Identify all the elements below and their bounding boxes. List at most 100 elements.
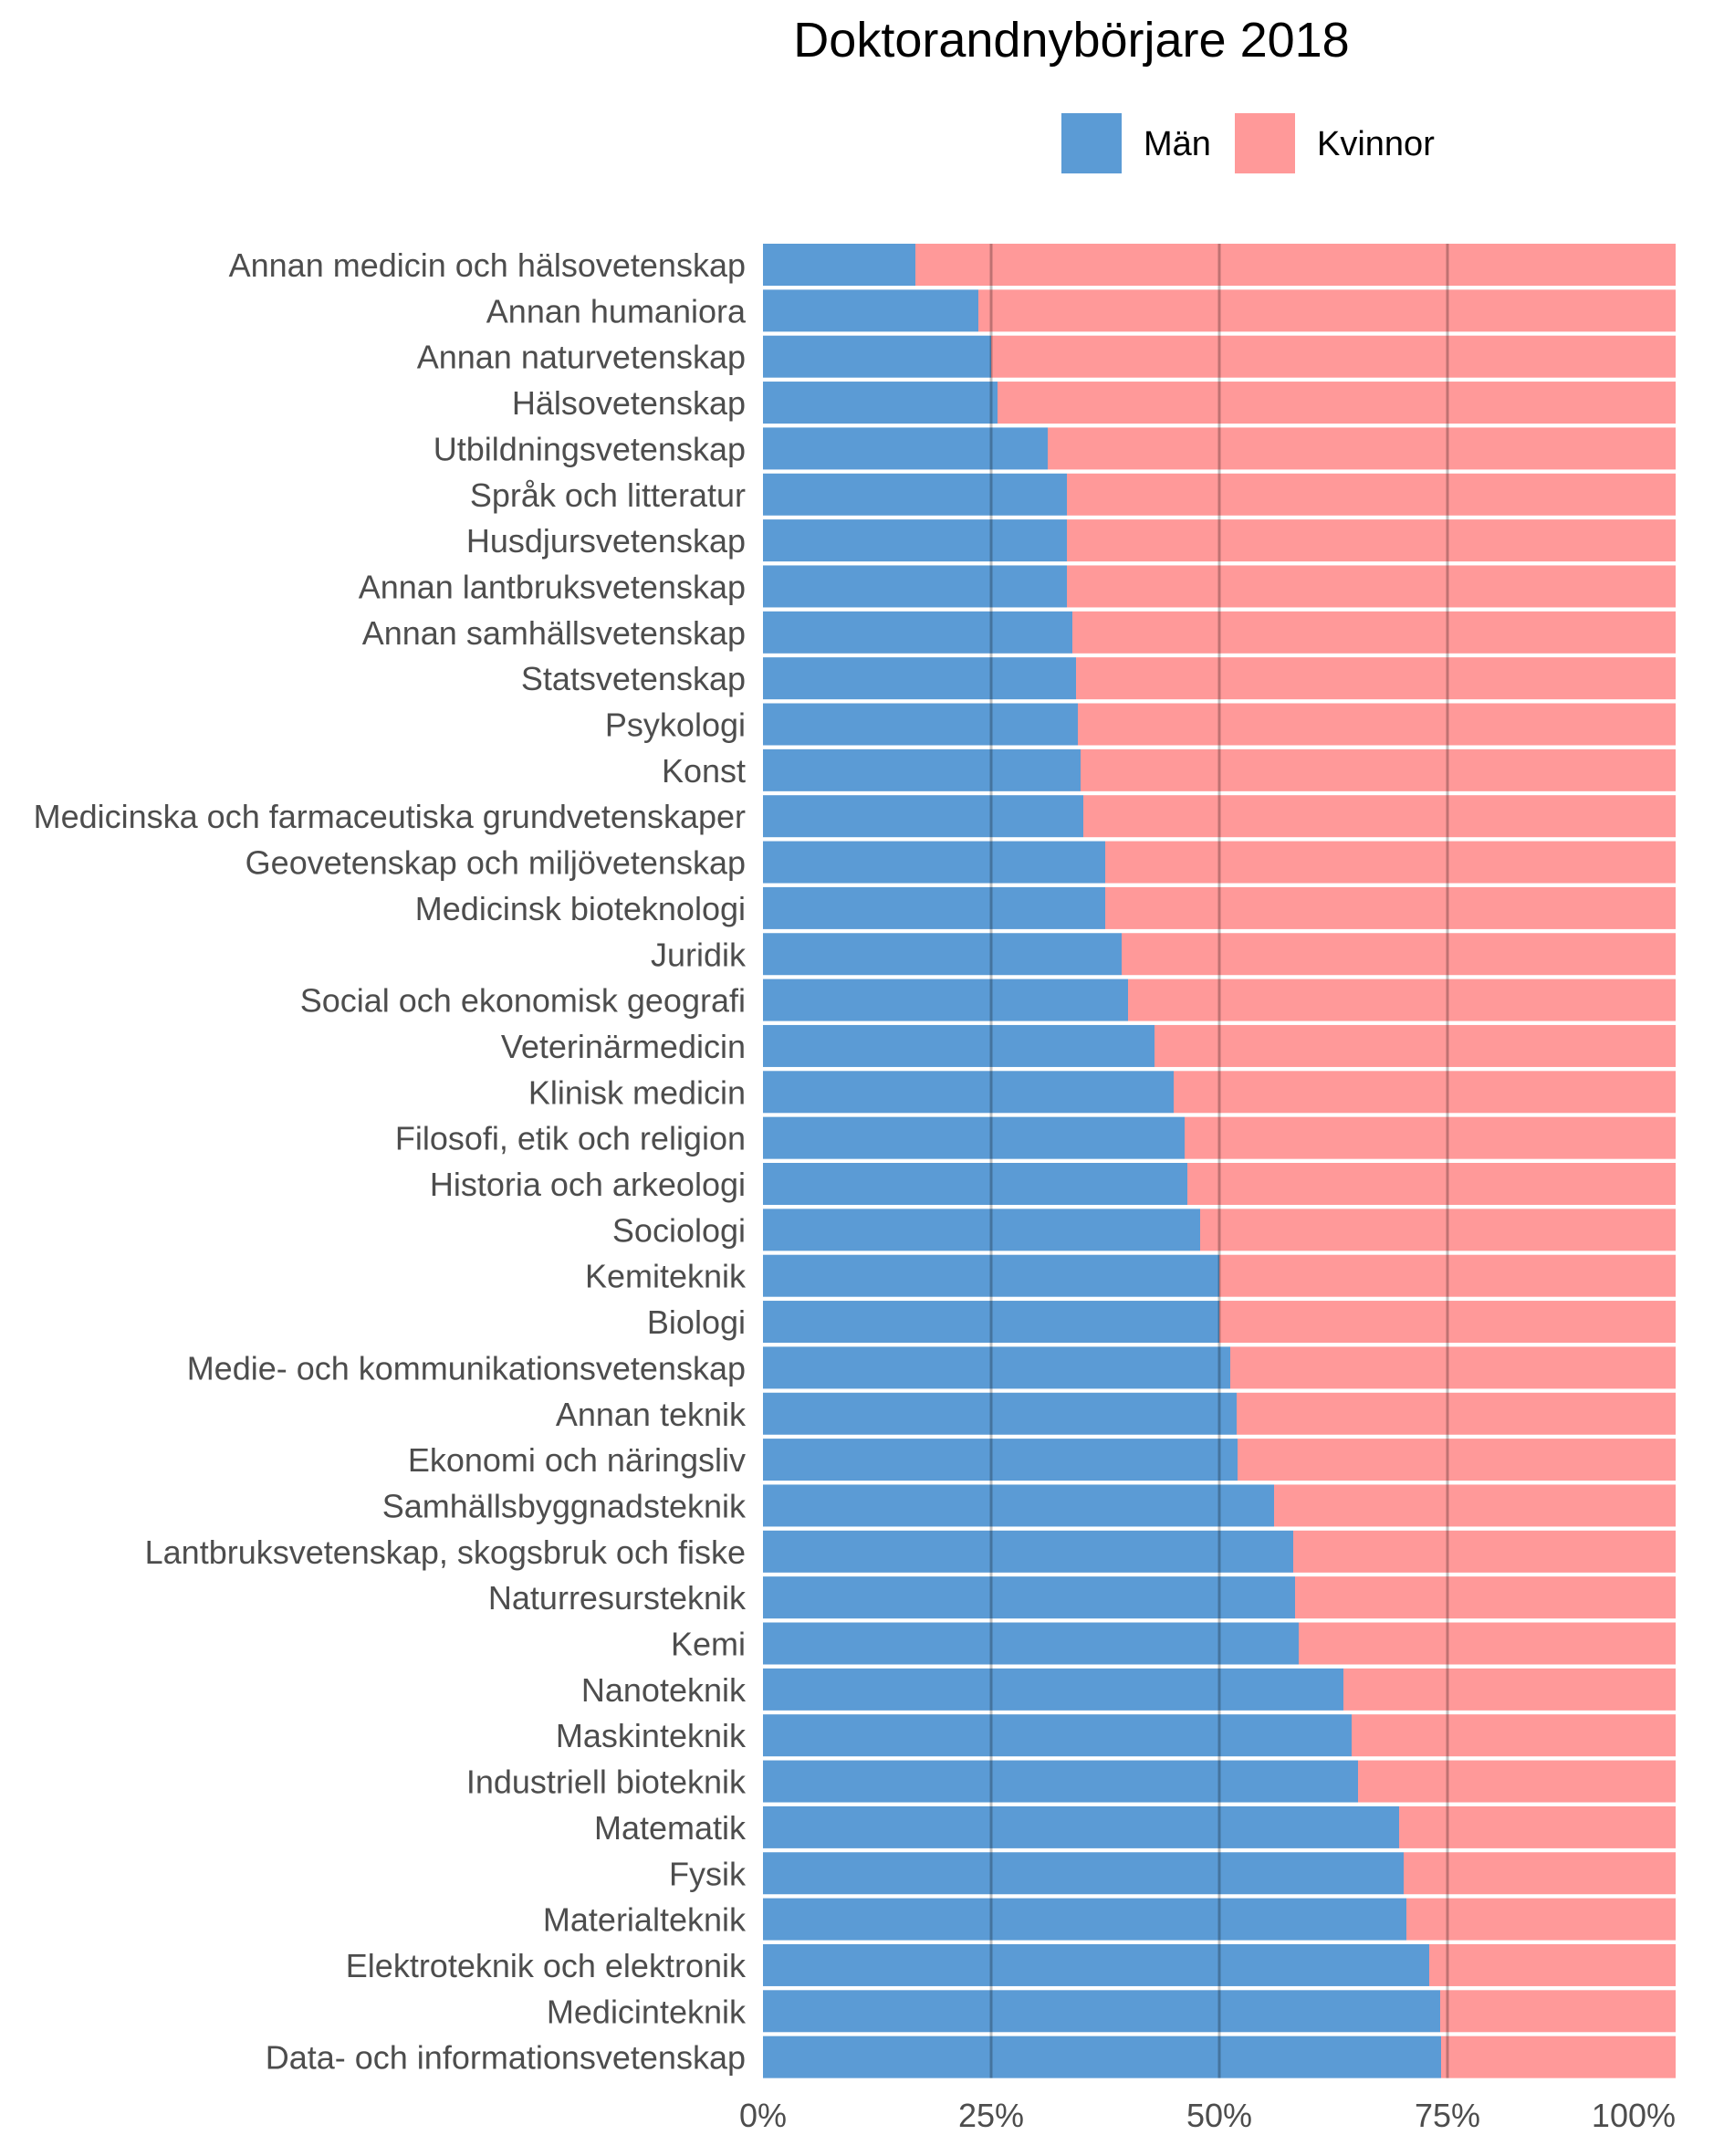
bar-women-annan-naturvetenskap [991,335,1676,378]
category-label-medie-och-kommunikationsvetenskap: Medie- och kommunikationsvetenskap [187,1349,746,1387]
bar-women-fysik [1404,1852,1676,1895]
bar-men-veterinarmedicin [763,1024,1155,1067]
bar-men-psykologi [763,703,1078,746]
category-label-annan-humaniora: Annan humaniora [486,292,747,330]
bar-women-historia-och-arkeologi [1187,1163,1676,1205]
bar-men-kemi [763,1622,1299,1665]
category-label-annan-lantbruksvetenskap: Annan lantbruksvetenskap [359,568,746,605]
bar-women-medicinsk-bioteknologi [1105,886,1676,929]
bar-men-industriell-bioteknik [763,1760,1358,1803]
bar-women-halsovetenskap [998,382,1676,424]
bar-women-medicinteknik [1440,1990,1676,2033]
bar-men-matematik [763,1805,1399,1848]
bar-women-biologi [1219,1301,1676,1344]
bar-men-data-och-informationsvetenskap [763,2036,1441,2078]
category-label-annan-samhallsvetenskap: Annan samhällsvetenskap [362,614,746,652]
category-label-statsvetenskap: Statsvetenskap [521,660,746,697]
category-label-annan-teknik: Annan teknik [556,1396,747,1433]
category-label-naturresursteknik: Naturresursteknik [488,1579,747,1617]
bars-layer [763,244,1676,2078]
bar-women-statsvetenskap [1076,657,1676,700]
bar-women-materialteknik [1406,1898,1676,1941]
bar-women-annan-teknik [1237,1392,1676,1435]
bar-men-biologi [763,1301,1219,1344]
bar-men-annan-teknik [763,1392,1237,1435]
bar-men-medicinsk-bioteknologi [763,886,1105,929]
bar-men-materialteknik [763,1898,1406,1941]
bar-men-konst [763,748,1081,791]
bar-women-lantbruksvetenskap-skogsbruk-och-fiske [1293,1530,1676,1573]
category-label-geovetenskap-och-miljovetenskap: Geovetenskap och miljövetenskap [246,844,746,882]
bar-men-juridik [763,933,1122,976]
category-label-veterinarmedicin: Veterinärmedicin [501,1028,746,1065]
bar-women-geovetenskap-och-miljovetenskap [1105,841,1676,884]
category-label-filosofi-etik-och-religion: Filosofi, etik och religion [395,1120,746,1157]
legend-swatch-women [1235,113,1295,173]
bar-men-geovetenskap-och-miljovetenskap [763,841,1105,884]
bar-women-ekonomi-och-naringsliv [1238,1439,1676,1481]
category-label-kemiteknik: Kemiteknik [585,1258,747,1295]
bar-women-veterinarmedicin [1155,1024,1676,1067]
bar-women-social-och-ekonomisk-geografi [1128,979,1676,1021]
category-label-social-och-ekonomisk-geografi: Social och ekonomisk geografi [300,982,746,1020]
bar-men-filosofi-etik-och-religion [763,1116,1185,1159]
bar-women-industriell-bioteknik [1358,1760,1676,1803]
bar-women-elektroteknik-och-elektronik [1429,1943,1676,1986]
bar-men-medicinska-och-farmaceutiska-grundvetenskaper [763,795,1083,838]
category-label-matematik: Matematik [594,1809,747,1847]
bar-men-husdjursvetenskap [763,519,1067,562]
x-tick-label-100: 100% [1592,2097,1676,2134]
category-label-biologi: Biologi [647,1303,746,1341]
bar-men-nanoteknik [763,1668,1343,1711]
bar-men-annan-medicin-och-halsovetenskap [763,244,915,286]
bar-men-annan-naturvetenskap [763,335,991,378]
bar-women-kemiteknik [1219,1254,1676,1297]
bar-women-naturresursteknik [1295,1576,1676,1619]
bar-men-fysik [763,1852,1404,1895]
category-label-historia-och-arkeologi: Historia och arkeologi [430,1166,746,1203]
category-label-nanoteknik: Nanoteknik [581,1671,747,1709]
category-label-psykologi: Psykologi [605,706,746,744]
legend: Män Kvinnor [1061,113,1435,173]
category-label-industriell-bioteknik: Industriell bioteknik [466,1764,747,1801]
bar-women-konst [1081,748,1676,791]
bar-women-data-och-informationsvetenskap [1441,2036,1676,2078]
x-axis-tick-labels: 0% 25% 50% 75% 100% [739,2097,1676,2134]
bar-women-kemi [1299,1622,1676,1665]
bar-men-medicinteknik [763,1990,1440,2033]
bar-women-medicinska-och-farmaceutiska-grundvetenskaper [1083,795,1676,838]
category-label-annan-medicin-och-halsovetenskap: Annan medicin och hälsovetenskap [229,246,746,284]
bar-men-statsvetenskap [763,657,1076,700]
legend-swatch-men [1061,113,1122,173]
category-labels: Annan medicin och hälsovetenskap Annan hu… [34,246,747,2077]
bar-women-juridik [1122,933,1676,976]
bar-women-utbildningsvetenskap [1048,427,1676,470]
bar-women-nanoteknik [1343,1668,1676,1711]
bar-women-husdjursvetenskap [1067,519,1676,562]
bar-men-medie-och-kommunikationsvetenskap [763,1346,1230,1389]
category-label-klinisk-medicin: Klinisk medicin [528,1073,746,1111]
category-label-medicinsk-bioteknologi: Medicinsk bioteknologi [415,890,746,927]
category-label-kemi: Kemi [671,1626,746,1663]
bar-men-samhallsbyggnadsteknik [763,1484,1274,1527]
category-label-halsovetenskap: Hälsovetenskap [512,384,746,422]
bar-women-medie-och-kommunikationsvetenskap [1230,1346,1676,1389]
category-label-utbildningsvetenskap: Utbildningsvetenskap [434,430,746,467]
bar-women-annan-lantbruksvetenskap [1067,565,1676,608]
bar-men-maskinteknik [763,1714,1352,1757]
category-label-juridik: Juridik [651,936,747,973]
grid-layer [989,244,1449,2078]
bar-women-sociologi [1200,1209,1676,1251]
category-label-medicinska-och-farmaceutiska-grundvetenskaper: Medicinska och farmaceutiska grundvetens… [34,798,746,835]
bar-women-sprak-och-litteratur [1067,473,1676,516]
bar-men-kemiteknik [763,1254,1219,1297]
category-label-ekonomi-och-naringsliv: Ekonomi och näringsliv [408,1441,746,1479]
bar-women-samhallsbyggnadsteknik [1274,1484,1676,1527]
bar-men-historia-och-arkeologi [763,1163,1187,1205]
bar-men-annan-lantbruksvetenskap [763,565,1067,608]
category-label-sprak-och-litteratur: Språk och litteratur [470,476,746,514]
category-label-konst: Konst [662,752,746,790]
bar-men-social-och-ekonomisk-geografi [763,979,1128,1021]
category-label-lantbruksvetenskap-skogsbruk-och-fiske: Lantbruksvetenskap, skogsbruk och fiske [145,1533,746,1571]
